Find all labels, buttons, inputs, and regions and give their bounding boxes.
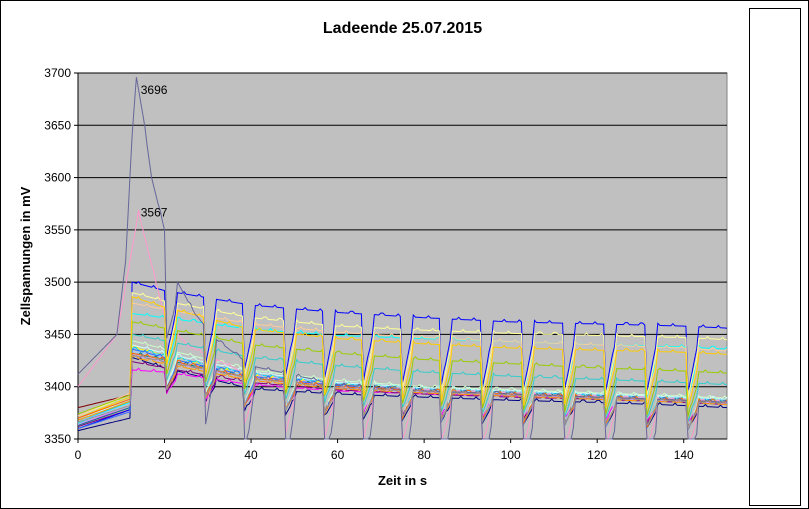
x-tick-label: 0: [75, 448, 82, 462]
series-line-23: [77, 77, 728, 440]
y-tick-label: 3350: [44, 432, 71, 446]
chart-title: Ladeende 25.07.2015: [322, 20, 483, 37]
series-line-19: [77, 320, 728, 417]
y-tick-label: 3400: [44, 380, 71, 394]
series-line-20: [77, 296, 728, 419]
y-tick-label: 3650: [44, 118, 71, 132]
x-tick-label: 60: [331, 448, 345, 462]
x-axis-label: Zeit in s: [378, 473, 427, 488]
series-line-22: [77, 352, 728, 431]
y-tick-label: 3600: [44, 171, 71, 185]
x-tick-label: 140: [674, 448, 694, 462]
x-tick-label: 40: [244, 448, 258, 462]
y-tick-label: 3450: [44, 327, 71, 341]
y-axis-label: Zellspannungen in mV: [18, 186, 33, 325]
series-line-1: [77, 356, 728, 432]
series-line-24: [77, 354, 728, 431]
series-line-18: [77, 333, 728, 422]
x-tick-label: 100: [501, 448, 521, 462]
legend: [749, 8, 801, 506]
y-tick-label: 3700: [44, 66, 71, 80]
x-tick-label: 80: [417, 448, 431, 462]
x-tick-label: 20: [158, 448, 172, 462]
annotation-label: 3696: [141, 83, 168, 97]
annotation-label: 3567: [141, 205, 168, 219]
y-tick-label: 3500: [44, 275, 71, 289]
x-tick-label: 120: [587, 448, 607, 462]
y-tick-label: 3550: [44, 223, 71, 237]
